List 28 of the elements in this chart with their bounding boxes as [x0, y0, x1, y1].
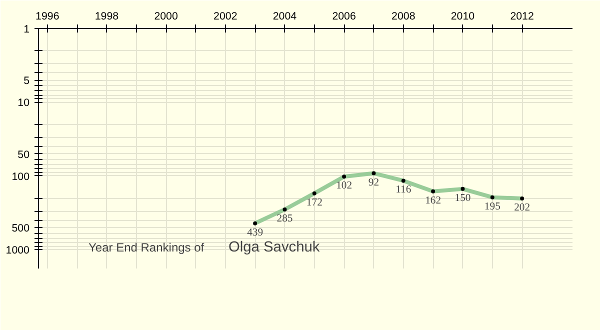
data-label: 102: [336, 180, 352, 192]
data-label: 439: [247, 227, 264, 238]
x-tick-label: 2008: [392, 10, 416, 22]
x-tick-label: 1998: [94, 10, 119, 22]
data-label: 116: [396, 184, 412, 196]
text: Year End Rankings of: [88, 240, 205, 254]
data-label: 172: [306, 197, 322, 208]
x-tick-label: 2012: [510, 10, 534, 22]
x-tick-label: 2010: [450, 10, 475, 22]
y-tick-label: 1: [24, 24, 30, 36]
data-label: 92: [368, 177, 380, 188]
x-tick-label: 2000: [154, 10, 178, 22]
x-tick-label: 1996: [36, 10, 60, 22]
y-tick-label: 1000: [6, 244, 30, 257]
x-tick-label: 2002: [214, 10, 238, 22]
data-label: 202: [514, 202, 530, 214]
y-tick-label: 5: [24, 75, 30, 88]
y-tick-label: 50: [18, 148, 30, 161]
data-label: 195: [484, 201, 500, 212]
x-tick-label: 2006: [332, 10, 356, 22]
y-tick-label: 10: [18, 97, 30, 110]
x-tick-label: 2004: [272, 10, 297, 22]
data-label: 285: [276, 213, 293, 224]
text: Olga Savchuk: [228, 240, 320, 256]
y-tick-label: 100: [12, 170, 30, 183]
y-tick-label: 500: [12, 222, 30, 234]
data-label: 150: [454, 192, 471, 204]
data-label: 162: [425, 195, 442, 206]
